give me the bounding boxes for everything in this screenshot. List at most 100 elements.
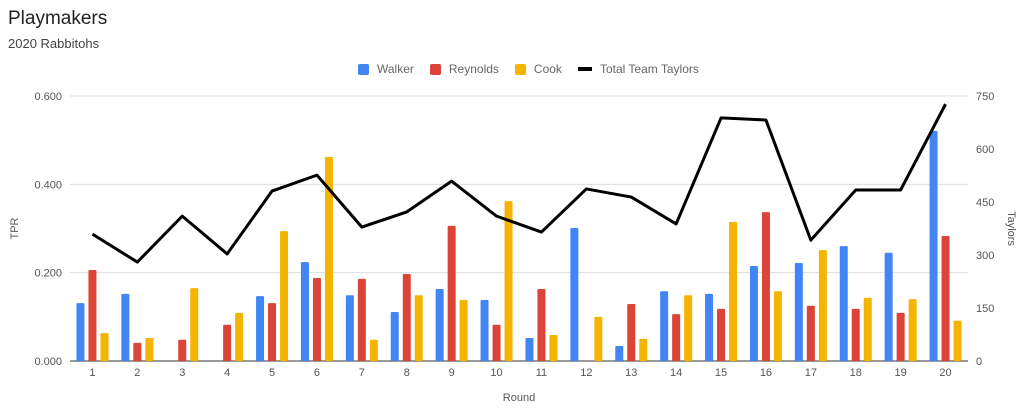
- bar-reynolds: [268, 303, 277, 361]
- bar-walker: [839, 246, 848, 361]
- legend-label: Walker: [377, 62, 414, 76]
- bar-reynolds: [627, 304, 636, 361]
- y-tick-label: 0.400: [34, 179, 62, 191]
- bar-cook: [639, 338, 648, 361]
- x-tick-label: 5: [269, 367, 275, 379]
- x-tick-label: 7: [359, 367, 365, 379]
- x-tick-label: 16: [760, 367, 772, 379]
- bar-walker: [570, 228, 579, 361]
- bar-reynolds: [178, 339, 187, 361]
- bar-cook: [908, 299, 917, 361]
- bar-cook: [863, 297, 872, 361]
- bar-reynolds: [492, 324, 501, 361]
- bar-cook: [953, 320, 962, 361]
- bar-reynolds: [133, 342, 142, 361]
- legend-walker[interactable]: Walker: [358, 62, 414, 76]
- bar-cook: [190, 288, 199, 361]
- y2-tick-label: 300: [976, 250, 994, 262]
- bar-walker: [525, 338, 534, 361]
- y2-tick-label: 600: [976, 144, 994, 156]
- x-tick-label: 9: [449, 367, 455, 379]
- y2-tick-label: 450: [976, 197, 994, 209]
- bar-walker: [929, 130, 938, 361]
- legend-label: Total Team Taylors: [599, 62, 699, 76]
- x-tick-label: 18: [850, 367, 862, 379]
- y2-tick-label: 0: [976, 356, 982, 368]
- bar-reynolds: [402, 273, 411, 361]
- x-tick-label: 19: [895, 367, 907, 379]
- x-tick-label: 3: [179, 367, 185, 379]
- x-tick-label: 11: [536, 367, 547, 379]
- bar-cook: [729, 221, 738, 361]
- bar-cook: [280, 231, 289, 361]
- bar-walker: [794, 262, 803, 361]
- bar-reynolds: [88, 270, 97, 361]
- x-tick-label: 17: [805, 367, 817, 379]
- bar-cook: [684, 295, 693, 361]
- bar-reynolds: [537, 289, 546, 361]
- y-tick-label: 0.000: [34, 356, 62, 368]
- bar-reynolds: [806, 305, 815, 361]
- x-tick-label: 8: [404, 367, 410, 379]
- legend: Walker Reynolds Cook Total Team Taylors: [358, 62, 699, 76]
- bar-reynolds: [447, 225, 456, 361]
- bar-walker: [660, 291, 669, 361]
- y2-axis-title: Taylors: [1005, 211, 1017, 246]
- bar-cook: [145, 338, 154, 361]
- x-tick-label: 13: [625, 367, 637, 379]
- bar-walker: [390, 311, 399, 361]
- bar-cook: [369, 339, 378, 361]
- chart-title: Playmakers: [8, 8, 108, 29]
- x-tick-label: 1: [89, 367, 95, 379]
- bar-reynolds: [672, 314, 681, 361]
- bar-walker: [705, 293, 714, 361]
- x-tick-label: 20: [939, 367, 951, 379]
- bar-walker: [345, 295, 354, 361]
- bar-cook: [773, 291, 782, 361]
- bar-walker: [256, 296, 265, 361]
- bar-reynolds: [717, 308, 726, 361]
- legend-line: [577, 67, 592, 71]
- line-total-team-taylors: [91, 103, 947, 264]
- bar-reynolds: [357, 278, 366, 361]
- bar-cook: [414, 295, 423, 361]
- bar-walker: [615, 345, 624, 361]
- bar-walker: [121, 293, 130, 361]
- bar-cook: [235, 312, 244, 361]
- y-axis-title: TPR: [9, 217, 21, 239]
- legend-swatch: [358, 63, 369, 75]
- bar-walker: [435, 289, 444, 361]
- bar-reynolds: [896, 312, 905, 361]
- x-tick-label: 12: [580, 367, 592, 379]
- bar-cook: [324, 156, 333, 361]
- bar-reynolds: [941, 236, 950, 361]
- bar-walker: [300, 262, 309, 361]
- legend-reynolds[interactable]: Reynolds: [429, 62, 499, 76]
- bar-walker: [480, 300, 489, 361]
- y2-tick-label: 750: [976, 91, 994, 103]
- x-tick-label: 2: [134, 367, 140, 379]
- legend-swatch: [429, 63, 441, 75]
- x-tick-label: 15: [715, 367, 727, 379]
- bar-walker: [749, 266, 758, 361]
- legend-label: Reynolds: [448, 62, 499, 76]
- bar-reynolds: [223, 324, 232, 361]
- bar-cook: [100, 333, 109, 361]
- legend-total-team-taylors[interactable]: Total Team Taylors: [577, 62, 699, 76]
- chart-subtitle: 2020 Rabbitohs: [8, 36, 100, 51]
- bar-reynolds: [312, 277, 321, 361]
- legend-cook[interactable]: Cook: [514, 62, 562, 76]
- x-tick-label: 6: [314, 367, 320, 379]
- x-tick-label: 10: [490, 367, 502, 379]
- bar-walker: [76, 303, 85, 361]
- bar-cook: [459, 300, 468, 361]
- bar-cook: [549, 334, 558, 361]
- bar-reynolds: [851, 308, 860, 361]
- x-tick-label: 4: [224, 367, 230, 379]
- bar-reynolds: [761, 212, 770, 361]
- x-tick-label: 14: [670, 367, 682, 379]
- legend-label: Cook: [533, 62, 562, 76]
- bar-walker: [884, 252, 893, 361]
- y-tick-label: 0.600: [34, 91, 62, 103]
